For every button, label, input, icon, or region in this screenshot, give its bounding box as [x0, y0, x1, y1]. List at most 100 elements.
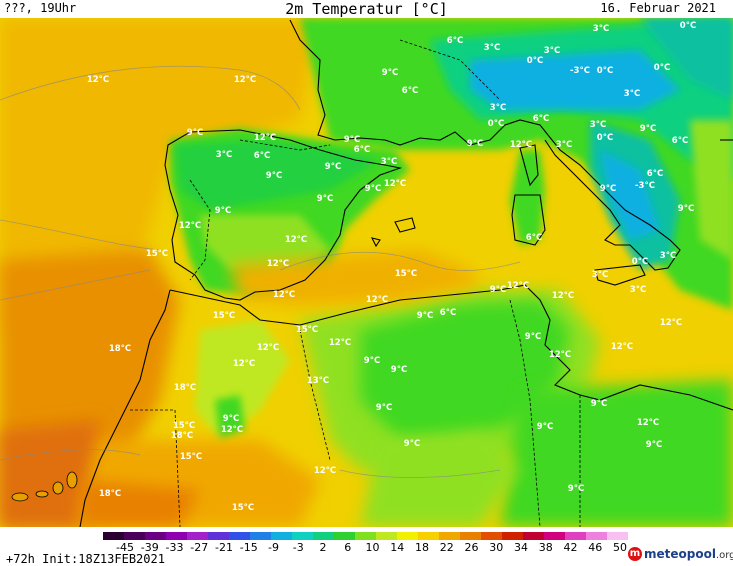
color-scale-tick: 2 [319, 541, 327, 554]
temperature-label: 0°C [597, 133, 613, 143]
color-scale-segment [187, 532, 209, 540]
temperature-label: 6°C [647, 169, 663, 179]
temperature-label: 9°C [525, 332, 541, 342]
temperature-label: 0°C [632, 257, 648, 267]
color-scale-segment [460, 532, 482, 540]
map-header: ???, 19Uhr 2m Temperatur [°C] 16. Februa… [0, 0, 733, 18]
temperature-label: 6°C [354, 145, 370, 155]
temperature-label: 0°C [597, 66, 613, 76]
temperature-label: 9°C [266, 171, 282, 181]
color-scale-tick: 18 [415, 541, 429, 554]
color-scale-tick: 38 [538, 541, 553, 554]
temperature-label: 12°C [552, 291, 574, 301]
color-scale-tick: -33 [165, 541, 184, 554]
temperature-label: 9°C [382, 68, 398, 78]
color-scale-segment [334, 532, 356, 540]
temperature-label: 9°C [417, 311, 433, 321]
temperature-label: 12°C [314, 466, 336, 476]
temperature-label: 3°C [556, 140, 572, 150]
temperature-label: 12°C [234, 75, 256, 85]
temperature-label: 3°C [630, 285, 646, 295]
temperature-label: 15°C [213, 311, 235, 321]
meteopool-logo-icon: m [628, 547, 642, 561]
color-scale-segment [271, 532, 293, 540]
temperature-label: 6°C [533, 114, 549, 124]
temperature-label: 3°C [590, 120, 606, 130]
color-scale-tick: 26 [464, 541, 479, 554]
temperature-label: 9°C [600, 184, 616, 194]
color-scale-tick: 34 [514, 541, 528, 554]
temperature-label: 9°C [490, 285, 506, 295]
temperature-label: 9°C [364, 356, 380, 366]
temperature-label: 6°C [254, 151, 270, 161]
temperature-label: 0°C [488, 119, 504, 129]
color-scale-segment [439, 532, 461, 540]
temperature-label: 12°C [549, 350, 571, 360]
color-scale-segment [418, 532, 440, 540]
temperature-label: 18°C [174, 383, 196, 393]
color-scale-segment [355, 532, 377, 540]
color-scale-tick: -27 [190, 541, 209, 554]
temperature-label: 6°C [447, 36, 463, 46]
color-scale-tick: -21 [215, 541, 233, 554]
color-scale-tick: -15 [239, 541, 258, 554]
forecast-init-info: +72h Init:18Z13FEB2021 [6, 552, 165, 566]
temperature-label: 12°C [637, 418, 659, 428]
temperature-label: 12°C [660, 318, 682, 328]
temperature-label: 3°C [660, 251, 676, 261]
color-scale-segment [124, 532, 146, 540]
temperature-label: 0°C [654, 63, 670, 73]
temperature-label: 12°C [254, 133, 276, 143]
temperature-label: 9°C [678, 204, 694, 214]
run-time-label: ???, 19Uhr [4, 1, 77, 15]
temperature-label: 12°C [285, 235, 307, 245]
color-scale-tick: 22 [439, 541, 454, 554]
temperature-label: 12°C [384, 179, 406, 189]
color-scale-ticks: -45 -39 -33 -27 -21 -15 -9 -3 2 6 10 14 18 22 26 30 34 38… [103, 541, 628, 554]
map-footer: -45 -39 -33 -27 -21 -15 -9 -3 2 6 10 14 18 22 26 30 34 38… [0, 527, 733, 566]
temperature-label: 9°C [404, 439, 420, 449]
temperature-label: 9°C [187, 128, 203, 138]
temperature-label: 3°C [484, 43, 500, 53]
color-scale-tick: 50 [613, 541, 627, 554]
temperature-label: 12°C [257, 343, 279, 353]
temperature-label: 15°C [146, 249, 168, 259]
temperature-label: 18°C [109, 344, 131, 354]
temperature-label: 12°C [87, 75, 109, 85]
temperature-label: 9°C [325, 162, 341, 172]
color-scale-segment [502, 532, 524, 540]
color-scale-segment [103, 532, 125, 540]
temperature-label: 9°C [344, 135, 360, 145]
temperature-label: 15°C [232, 503, 254, 513]
color-scale-tick: -9 [268, 541, 279, 554]
temperature-label: 3°C [544, 46, 560, 56]
color-scale-segment [481, 532, 503, 540]
forecast-date: 16. Februar 2021 [600, 1, 716, 15]
meteopool-logo[interactable]: m meteopool.org [628, 545, 733, 565]
color-scale-tick: -45 [116, 541, 134, 554]
temperature-label: 9°C [365, 184, 381, 194]
color-scale-segment [544, 532, 566, 540]
temperature-label: 15°C [180, 452, 202, 462]
color-scale-segment [229, 532, 251, 540]
temperature-label: 12°C [221, 425, 243, 435]
color-scale-segment [250, 532, 272, 540]
color-scale-tick: 10 [365, 541, 380, 554]
temperature-label: 15°C [395, 269, 417, 279]
temperature-label: 9°C [317, 194, 333, 204]
color-scale-segment [145, 532, 167, 540]
color-scale-tick: 14 [390, 541, 405, 554]
temperature-label: 15°C [173, 421, 195, 431]
color-scale-tick: -3 [292, 541, 304, 554]
temperature-label: 18°C [171, 431, 193, 441]
temperature-label: 0°C [527, 56, 543, 66]
temperature-label: 12°C [366, 295, 388, 305]
color-scale-segment [313, 532, 335, 540]
temperature-label: 9°C [223, 414, 239, 424]
temperature-label: 9°C [591, 399, 607, 409]
color-scale-tick: 46 [588, 541, 603, 554]
temperature-label: -3°C [570, 66, 590, 76]
color-scale-segment [397, 532, 419, 540]
temperature-label: 3°C [593, 24, 609, 34]
temperature-label: 12°C [267, 259, 289, 269]
